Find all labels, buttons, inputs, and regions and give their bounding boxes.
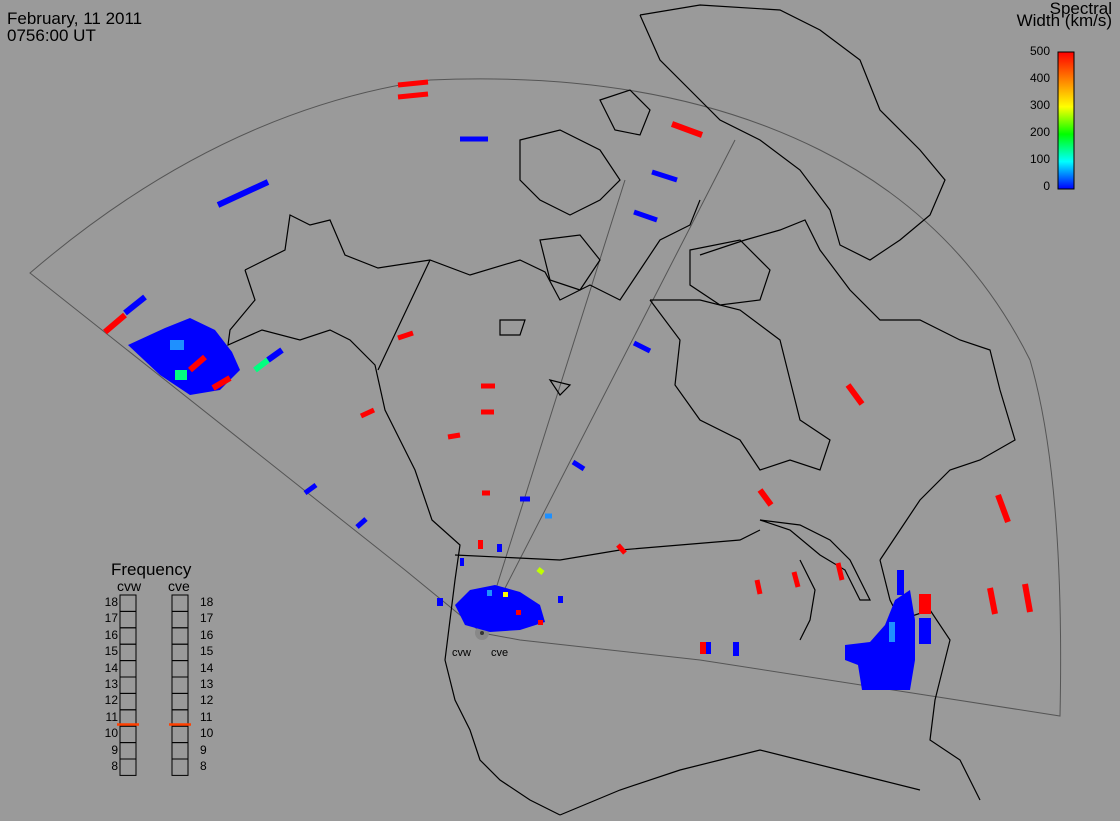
frequency-cell — [171, 594, 189, 612]
frequency-cell — [119, 692, 137, 711]
frequency-level-label: 16 — [104, 627, 118, 642]
frequency-title: Frequency — [111, 560, 192, 579]
colorbar-tick: 400 — [1029, 71, 1050, 85]
colorbar-tick: 300 — [1029, 98, 1050, 112]
frequency-level-label: 15 — [200, 644, 214, 659]
frequency-level-label: 14 — [104, 660, 118, 675]
date-label: February, 11 2011 — [7, 9, 143, 28]
frequency-cell — [119, 643, 137, 662]
frequency-level-label: 8 — [200, 759, 207, 773]
frequency-level-label: 8 — [111, 759, 118, 773]
frequency-level-label: 17 — [200, 611, 214, 626]
radar-site-label-cve: cve — [491, 647, 509, 659]
scatter-cells — [103, 79, 1033, 690]
colorbar-tick: 200 — [1029, 125, 1050, 139]
frequency-cell — [119, 627, 137, 645]
colorbar-title-line1: Spectral — [1049, 0, 1112, 18]
time-label: 0756:00 UT — [7, 26, 96, 45]
frequency-cell — [171, 660, 189, 678]
frequency-cell — [119, 725, 137, 744]
frequency-radar-cvw: cvw — [117, 578, 142, 594]
frequency-level-label: 17 — [104, 611, 118, 626]
colorbar — [1057, 51, 1075, 190]
frequency-cell — [119, 758, 137, 776]
frequency-level-label: 14 — [200, 660, 214, 675]
frequency-cell — [171, 643, 189, 662]
frequency-level-label: 9 — [200, 742, 207, 757]
frequency-cell — [119, 742, 137, 760]
frequency-columns — [119, 594, 189, 776]
frequency-level-label: 16 — [200, 627, 214, 642]
frequency-cell — [171, 725, 189, 744]
coastlines — [227, 4, 1016, 816]
frequency-cell — [119, 660, 137, 678]
frequency-level-label: 10 — [200, 726, 214, 741]
frequency-level-label: 11 — [200, 709, 213, 724]
fov-outline — [29, 78, 1062, 717]
frequency-cell — [171, 610, 189, 629]
radar-site-label-cvw: cvw — [452, 647, 471, 659]
frequency-level-label: 9 — [111, 742, 118, 757]
frequency-level-label: 18 — [200, 595, 214, 609]
frequency-radar-cve: cve — [168, 578, 190, 594]
colorbar-tick: 0 — [1043, 179, 1050, 193]
frequency-level-label: 12 — [104, 693, 118, 708]
frequency-cell — [171, 676, 189, 694]
frequency-level-label: 10 — [104, 726, 118, 741]
colorbar-tick: 500 — [1029, 44, 1050, 58]
frequency-cell — [119, 676, 137, 694]
frequency-cell — [171, 758, 189, 776]
fov-beam-line — [481, 139, 736, 634]
frequency-cell — [119, 594, 137, 612]
frequency-cell — [171, 627, 189, 645]
frequency-cell — [171, 742, 189, 760]
colorbar-title-line2: Width (km/s) — [1016, 11, 1112, 30]
frequency-level-label: 13 — [104, 677, 118, 691]
frequency-level-label: 18 — [104, 595, 118, 609]
frequency-level-label: 11 — [105, 709, 118, 724]
frequency-cell — [119, 610, 137, 629]
frequency-level-label: 13 — [200, 677, 214, 691]
frequency-level-label: 15 — [104, 644, 118, 659]
frequency-cell — [171, 692, 189, 711]
frequency-level-label: 12 — [200, 693, 214, 708]
colorbar-tick: 100 — [1029, 152, 1050, 166]
